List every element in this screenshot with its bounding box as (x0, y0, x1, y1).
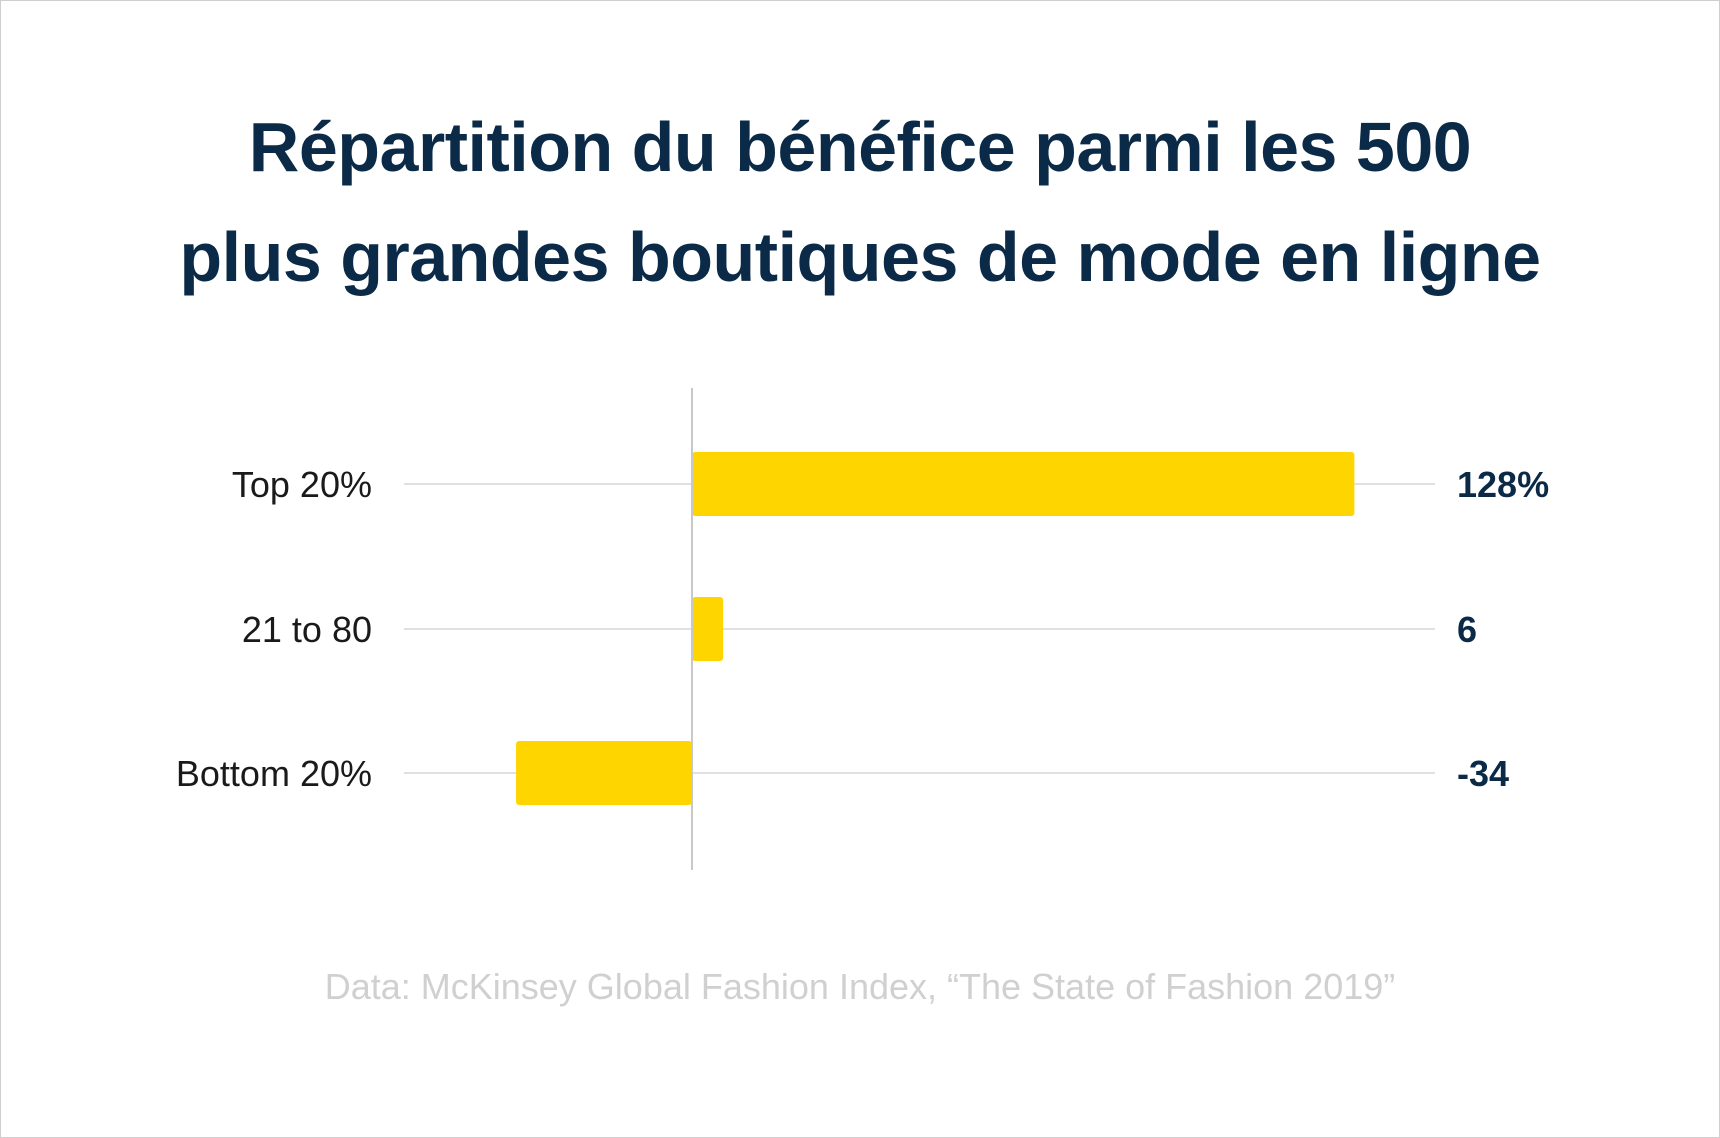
category-label: Bottom 20% (176, 753, 372, 794)
chart-title: Répartition du bénéfice parmi les 500 pl… (0, 92, 1720, 312)
bar (516, 741, 692, 805)
data-label: 6 (1457, 609, 1477, 650)
bar (692, 452, 1355, 516)
bar (692, 597, 724, 661)
chart-title-line-2: plus grandes boutiques de mode en ligne (179, 218, 1541, 296)
chart-title-line-1: Répartition du bénéfice parmi les 500 (248, 108, 1472, 186)
chart-source: Data: McKinsey Global Fashion Index, “Th… (324, 966, 1396, 1007)
data-label: -34 (1457, 753, 1509, 794)
category-label: Top 20% (232, 464, 372, 505)
category-label: 21 to 80 (242, 609, 372, 650)
data-label: 128% (1457, 464, 1549, 505)
